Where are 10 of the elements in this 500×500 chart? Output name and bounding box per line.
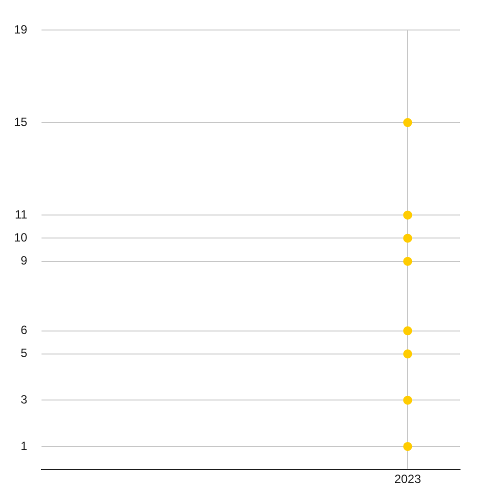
y-tick-label: 10 xyxy=(14,230,28,245)
x-tick-label: 2023 xyxy=(394,472,422,486)
y-tick-label: 3 xyxy=(20,392,28,406)
y-tick-label: 5 xyxy=(20,346,28,360)
y-tick-label: 9 xyxy=(20,254,28,268)
y-tick-label: 19 xyxy=(14,22,28,36)
y-tick-label: 11 xyxy=(14,207,28,222)
y-tick-label: 6 xyxy=(20,323,28,338)
y-tick-label: 1 xyxy=(20,438,28,453)
y-tick-label: 15 xyxy=(14,114,28,129)
